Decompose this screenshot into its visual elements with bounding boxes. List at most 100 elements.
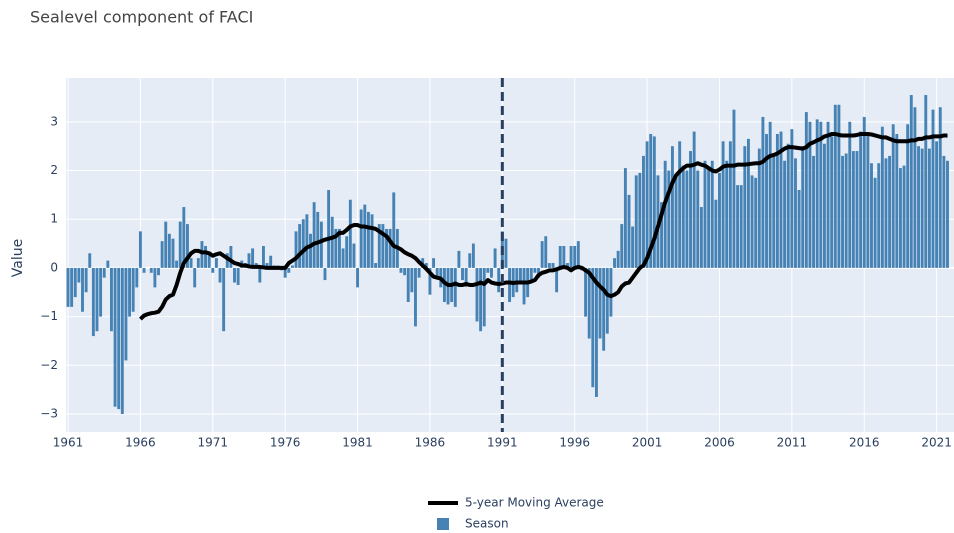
bar xyxy=(486,267,490,273)
bar xyxy=(877,163,881,268)
bar xyxy=(880,126,884,268)
bar xyxy=(558,245,562,268)
x-tick-label: 1991 xyxy=(487,436,518,450)
bar xyxy=(359,209,363,268)
bar xyxy=(710,160,714,268)
bar xyxy=(721,141,725,268)
bar xyxy=(135,267,139,288)
bar xyxy=(196,258,200,268)
y-tick-label: 1 xyxy=(50,212,58,226)
y-axis-label: Value xyxy=(10,239,26,277)
bar xyxy=(692,131,696,268)
bar xyxy=(269,255,273,268)
bar xyxy=(670,146,674,268)
bar xyxy=(569,245,573,268)
bar xyxy=(750,175,754,268)
bar xyxy=(471,243,475,268)
bar xyxy=(66,267,70,307)
bar xyxy=(204,245,208,268)
bar xyxy=(804,112,808,268)
bar xyxy=(794,158,797,268)
bar xyxy=(739,185,743,268)
bar xyxy=(786,143,790,268)
bar xyxy=(91,267,95,337)
bar xyxy=(707,168,711,268)
bar xyxy=(417,267,421,278)
bar xyxy=(175,260,179,268)
bar xyxy=(562,245,566,268)
bar xyxy=(537,267,540,278)
bar xyxy=(689,151,692,268)
bar xyxy=(363,204,367,268)
bar xyxy=(551,263,555,268)
bar xyxy=(508,267,512,302)
bar xyxy=(312,202,316,268)
bar xyxy=(746,138,750,268)
bar xyxy=(207,253,211,268)
bar xyxy=(124,267,128,361)
bar xyxy=(576,241,580,268)
x-tick-label: 1996 xyxy=(559,436,590,450)
bar xyxy=(718,172,721,268)
legend-label: Season xyxy=(465,517,509,531)
bar xyxy=(305,214,309,268)
bar xyxy=(681,165,685,268)
bar xyxy=(131,267,135,312)
bar xyxy=(493,248,497,268)
bar xyxy=(866,133,870,268)
bar xyxy=(428,267,432,295)
bar xyxy=(225,253,229,268)
bar xyxy=(218,267,222,283)
bar xyxy=(262,245,265,268)
x-tick-label: 2006 xyxy=(704,436,735,450)
bar xyxy=(388,228,392,268)
bar xyxy=(167,233,171,268)
bar xyxy=(316,211,320,268)
y-tick-label: 3 xyxy=(50,114,58,128)
bar xyxy=(309,233,312,268)
bar xyxy=(783,160,787,268)
bar xyxy=(138,231,142,268)
bar xyxy=(779,131,783,268)
x-tick-label: 2011 xyxy=(777,436,808,450)
bar xyxy=(859,131,863,268)
bar xyxy=(920,148,924,268)
bar xyxy=(917,146,920,268)
bar xyxy=(319,221,323,268)
bar xyxy=(888,155,892,268)
bar xyxy=(754,177,758,268)
bar xyxy=(587,267,591,339)
bar xyxy=(182,207,186,268)
x-tick-label: 1981 xyxy=(342,436,373,450)
bar xyxy=(366,211,370,268)
x-tick-label: 2016 xyxy=(849,436,880,450)
bar xyxy=(399,267,403,273)
bar xyxy=(200,241,204,268)
bar xyxy=(667,170,671,268)
bar xyxy=(323,267,327,281)
bar xyxy=(283,267,287,278)
bar xyxy=(461,267,464,281)
bar xyxy=(247,253,251,268)
bar xyxy=(699,207,703,268)
bar xyxy=(73,267,77,298)
bar xyxy=(938,107,942,268)
bar xyxy=(909,95,913,268)
bar xyxy=(432,258,436,268)
bar xyxy=(584,267,588,317)
bar xyxy=(403,267,407,276)
x-tick-label: 2021 xyxy=(921,436,952,450)
bar xyxy=(761,116,765,268)
bar xyxy=(594,267,598,397)
bar xyxy=(345,236,349,268)
bar xyxy=(214,258,218,268)
bar xyxy=(906,124,910,268)
bar xyxy=(211,267,215,273)
bar xyxy=(837,104,841,268)
bar xyxy=(160,241,164,268)
bar xyxy=(627,194,631,268)
bar xyxy=(110,267,113,332)
x-tick-label: 1986 xyxy=(415,436,446,450)
x-tick-label: 1966 xyxy=(125,436,156,450)
bar xyxy=(370,214,374,268)
